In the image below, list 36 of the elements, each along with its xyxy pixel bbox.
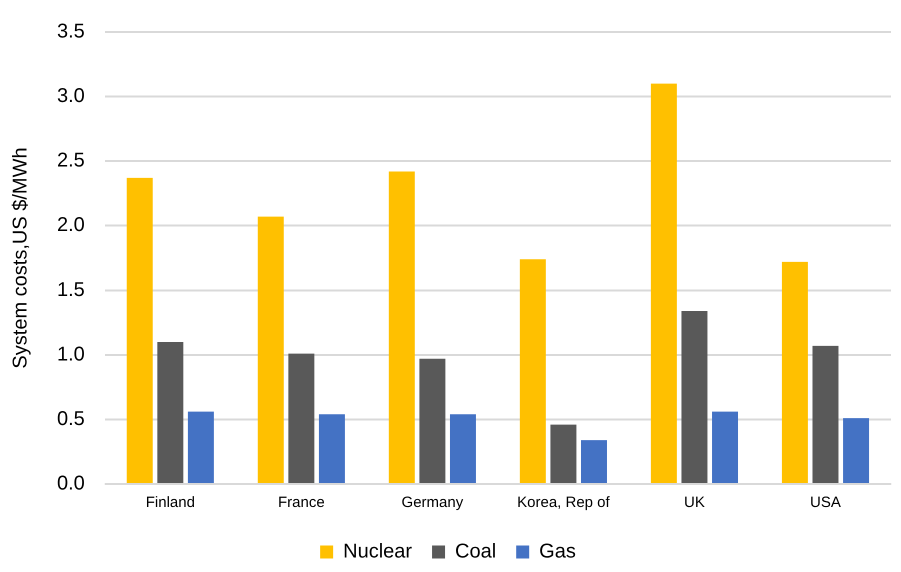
bar: [258, 216, 284, 483]
x-tick-label: Korea, Rep of: [517, 494, 611, 512]
x-tick-label: Germany: [402, 494, 464, 512]
bar: [812, 346, 838, 483]
bar: [318, 414, 345, 483]
bar: [419, 358, 446, 483]
y-tick-label: 2.0: [56, 214, 85, 236]
y-tick-label: 3.5: [56, 20, 85, 43]
bar: [188, 412, 214, 483]
bar: [157, 342, 184, 483]
legend-label: Nuclear: [343, 540, 412, 563]
x-tick-label: USA: [810, 494, 841, 512]
bar: [581, 440, 607, 483]
y-tick-label: 1.5: [56, 278, 85, 301]
bar: [388, 171, 415, 483]
x-tick-label: Finland: [146, 494, 195, 512]
y-tick-label: 3.0: [56, 85, 85, 108]
y-axis-title: System costs,US $/MWh: [10, 147, 32, 369]
bar: [782, 262, 808, 483]
bar: [450, 414, 476, 483]
bar: [843, 418, 870, 483]
x-tick-label: UK: [684, 494, 705, 512]
bar: [550, 424, 576, 483]
y-tick-label: 2.5: [56, 150, 85, 172]
bar: [288, 354, 314, 483]
bar: [681, 310, 708, 483]
bar: [520, 259, 546, 483]
y-tick-label: 1.0: [56, 343, 85, 366]
bar: [126, 178, 153, 483]
bar: [712, 412, 738, 483]
bar: [650, 84, 677, 483]
y-tick-label: 0.5: [56, 408, 85, 430]
x-tick-label: France: [278, 494, 325, 512]
legend-label: Gas: [539, 540, 576, 563]
legend-label: Coal: [455, 540, 496, 563]
y-tick-label: 0.0: [56, 472, 85, 495]
